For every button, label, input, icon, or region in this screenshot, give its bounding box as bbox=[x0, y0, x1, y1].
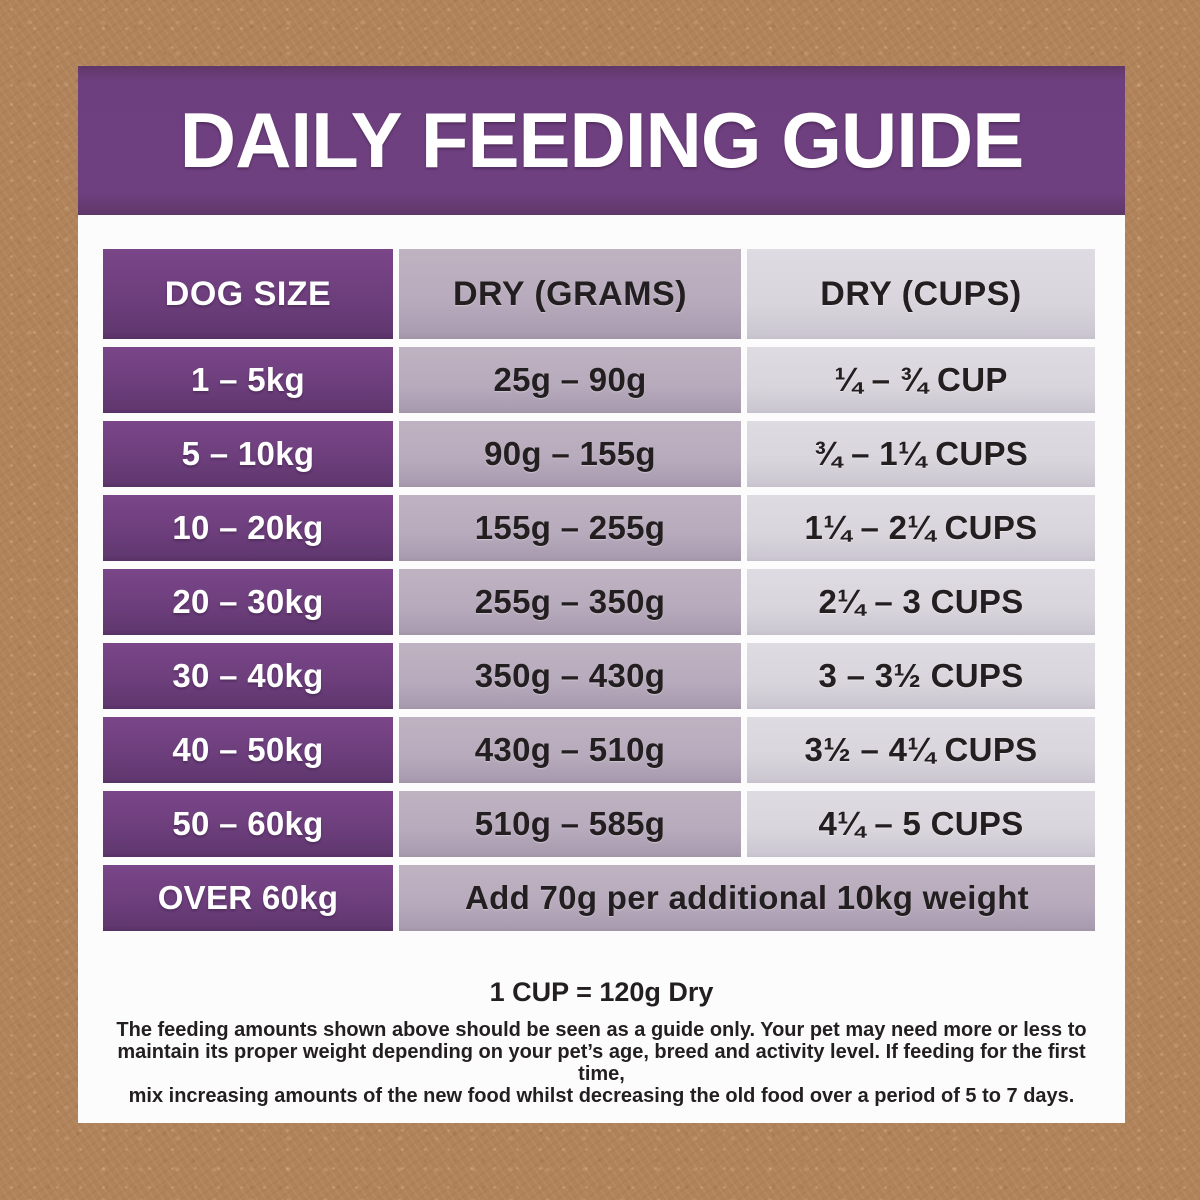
feeding-table: DOG SIZE DRY (GRAMS) DRY (CUPS) 1 – 5kg … bbox=[103, 249, 1097, 931]
cups-cell: 1¼ – 2¼ CUPS bbox=[747, 495, 1095, 561]
grams-cell: 255g – 350g bbox=[399, 569, 741, 635]
dog-size-cell: 30 – 40kg bbox=[103, 643, 393, 709]
dog-size-cell: 5 – 10kg bbox=[103, 421, 393, 487]
dog-size-cell: 1 – 5kg bbox=[103, 347, 393, 413]
disclaimer-line-3: mix increasing amounts of the new food w… bbox=[128, 1085, 1075, 1107]
grams-cell: 430g – 510g bbox=[399, 717, 741, 783]
dog-size-cell: 40 – 50kg bbox=[103, 717, 393, 783]
disclaimer-line-2: maintain its proper weight depending on … bbox=[117, 1041, 1086, 1085]
dog-size-cell: 20 – 30kg bbox=[103, 569, 393, 635]
dog-size-cell: 10 – 20kg bbox=[103, 495, 393, 561]
cups-cell: 2¼ – 3 CUPS bbox=[747, 569, 1095, 635]
column-header-dry-cups: DRY (CUPS) bbox=[747, 249, 1095, 339]
dog-size-cell: 50 – 60kg bbox=[103, 791, 393, 857]
disclaimer-line-1: The feeding amounts shown above should b… bbox=[116, 1019, 1087, 1041]
page-title: DAILY FEEDING GUIDE bbox=[179, 96, 1024, 184]
feeding-guide-card: DAILY FEEDING GUIDE DOG SIZE DRY (GRAMS)… bbox=[78, 66, 1125, 1123]
dog-size-cell: OVER 60kg bbox=[103, 865, 393, 931]
title-bar: DAILY FEEDING GUIDE bbox=[78, 66, 1125, 215]
cups-cell: 4¼ – 5 CUPS bbox=[747, 791, 1095, 857]
grams-cell: 510g – 585g bbox=[399, 791, 741, 857]
grams-cell: 25g – 90g bbox=[399, 347, 741, 413]
grams-cell: 90g – 155g bbox=[399, 421, 741, 487]
cups-cell: ¼ – ¾ CUP bbox=[747, 347, 1095, 413]
grams-cell: 350g – 430g bbox=[399, 643, 741, 709]
cups-cell: 3 – 3½ CUPS bbox=[747, 643, 1095, 709]
grams-cell: 155g – 255g bbox=[399, 495, 741, 561]
cup-equivalence-note: 1 CUP = 120g Dry bbox=[489, 977, 714, 1007]
cups-cell: ¾ – 1¼ CUPS bbox=[747, 421, 1095, 487]
disclaimer-text: The feeding amounts shown above should b… bbox=[102, 1019, 1102, 1107]
cups-cell: 3½ – 4¼ CUPS bbox=[747, 717, 1095, 783]
column-header-dry-grams: DRY (GRAMS) bbox=[399, 249, 741, 339]
column-header-dog-size: DOG SIZE bbox=[103, 249, 393, 339]
over-60kg-note-cell: Add 70g per additional 10kg weight bbox=[399, 865, 1095, 931]
